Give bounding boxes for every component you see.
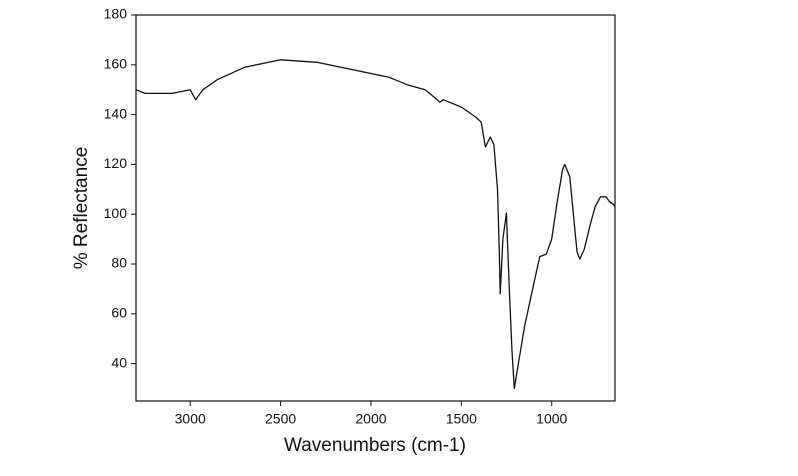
x-tick-label: 1500 — [446, 411, 477, 427]
x-tick-label: 2000 — [355, 411, 386, 427]
y-tick-label: 180 — [104, 6, 128, 22]
x-axis-title: Wavenumbers (cm-1) — [284, 435, 466, 456]
y-tick-label: 80 — [111, 255, 127, 271]
y-tick-label: 60 — [111, 305, 127, 321]
y-tick-label: 140 — [104, 105, 128, 121]
x-tick-label: 3000 — [175, 411, 206, 427]
y-tick-label: 120 — [104, 155, 128, 171]
y-tick-label: 40 — [111, 354, 127, 370]
y-axis-title: % Reflectance — [71, 147, 92, 270]
x-tick-label: 1000 — [536, 411, 567, 427]
plot-frame — [135, 14, 616, 402]
spectrum-line — [135, 59, 616, 390]
y-tick-label: 160 — [104, 56, 128, 72]
y-tick-label: 100 — [104, 205, 128, 221]
x-tick-label: 2500 — [265, 411, 296, 427]
